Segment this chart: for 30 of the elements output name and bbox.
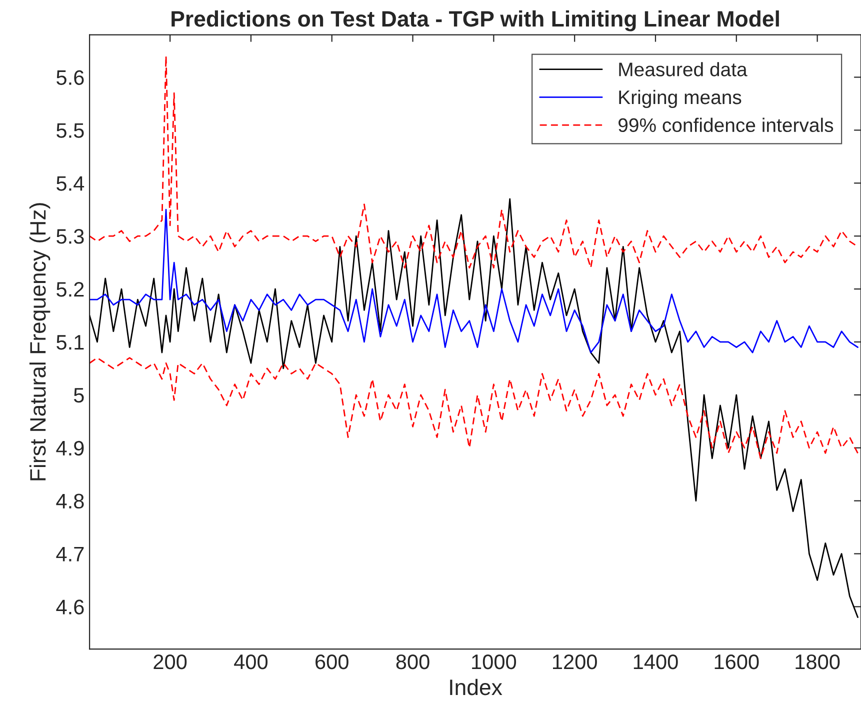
line-series	[90, 357, 858, 460]
y-tick-label: 4.9	[56, 440, 84, 456]
y-tick-label: 4.7	[56, 546, 84, 562]
line-series	[90, 198, 858, 618]
line-series	[90, 208, 858, 354]
x-tick-label: 600	[316, 654, 348, 670]
legend-label: 99% confidence intervals	[618, 118, 834, 132]
chart-title: Predictions on Test Data - TGP with Limiting Linear Model	[172, 10, 779, 32]
y-tick-label: 5.4	[56, 176, 84, 191]
x-tick-label: 1000	[472, 654, 516, 670]
y-tick-label: 5.6	[56, 70, 84, 85]
x-tick-label: 400	[234, 654, 268, 670]
x-tick-label: 200	[154, 654, 187, 670]
x-tick-label: 1200	[553, 654, 597, 670]
y-tick-label: 5	[74, 388, 84, 403]
legend-label: Kriging means	[619, 90, 742, 108]
y-tick-label: 5.5	[56, 123, 84, 138]
y-tick-label: 5.1	[56, 335, 84, 350]
x-tick-label: 800	[396, 654, 430, 670]
x-tick-label: 1800	[796, 654, 840, 670]
legend-label: Measured data	[619, 62, 748, 76]
x-tick-label: 1400	[634, 654, 678, 670]
y-tick-label: 5.2	[56, 282, 84, 297]
y-tick-label: 5.3	[56, 229, 84, 244]
x-axis-title: Index	[450, 678, 502, 696]
y-tick-label: 4.6	[56, 600, 84, 614]
line-series	[90, 55, 858, 269]
x-tick-label: 1600	[714, 654, 759, 670]
y-tick-label: 4.8	[56, 494, 84, 509]
y-axis-title: First Natural Frequency (Hz)	[29, 203, 50, 480]
